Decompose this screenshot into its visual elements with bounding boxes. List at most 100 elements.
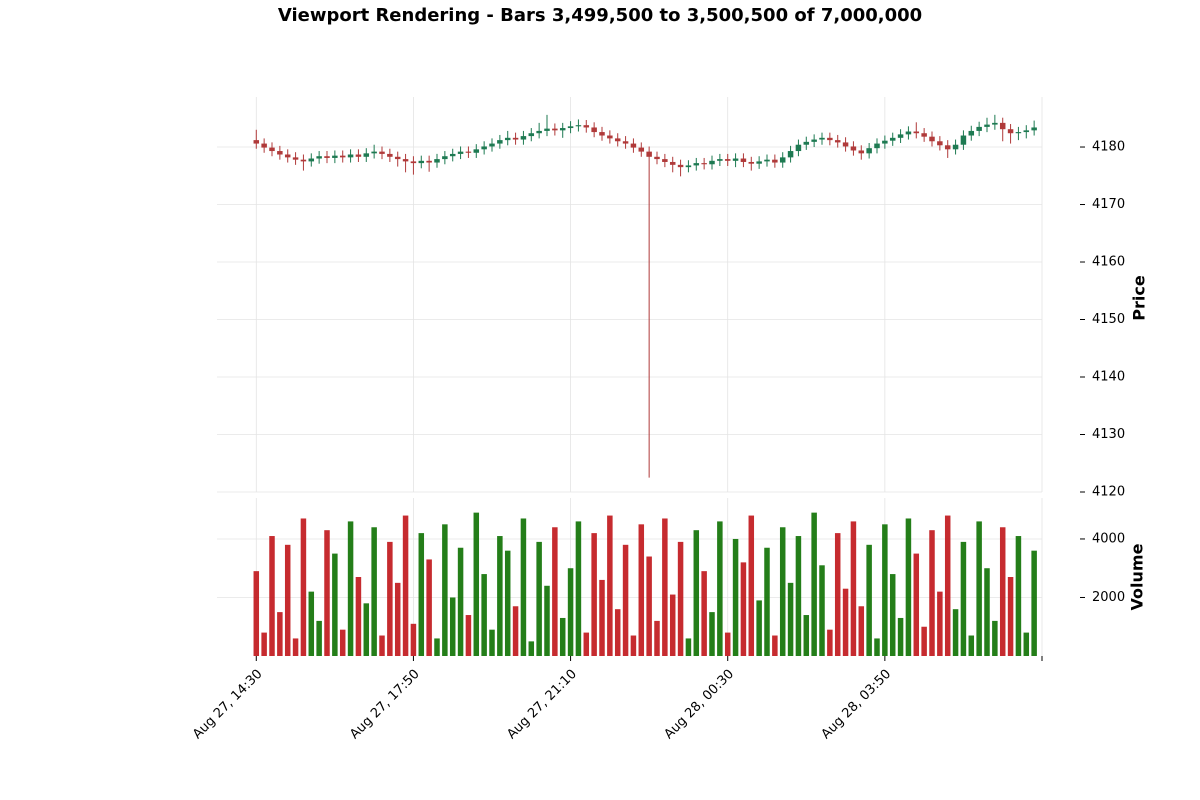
volume-bar	[575, 521, 582, 656]
candle-body	[284, 154, 291, 158]
candle-body	[591, 127, 597, 133]
volume-bar	[536, 541, 542, 656]
volume-bar	[662, 518, 668, 656]
volume-bar	[779, 527, 786, 656]
candle-body	[559, 128, 566, 131]
volume-bar	[992, 620, 998, 656]
volume-bar	[764, 547, 770, 656]
candle-body	[937, 141, 943, 146]
volume-bar	[937, 591, 943, 656]
volume-bar	[269, 536, 275, 656]
volume-bar	[316, 620, 322, 656]
candle-body	[253, 140, 260, 144]
volume-bar	[834, 533, 841, 656]
candle-body	[764, 159, 770, 162]
candle-body	[355, 154, 362, 157]
volume-bar	[952, 609, 959, 656]
volume-bar	[402, 515, 409, 656]
volume-bar	[960, 541, 967, 656]
volume-bar	[850, 521, 857, 656]
candle-body	[803, 141, 810, 145]
volume-bar	[300, 518, 307, 656]
candle-body	[630, 143, 637, 148]
volume-bar	[410, 623, 417, 656]
candle-body	[646, 151, 652, 157]
volume-bar	[905, 518, 912, 656]
candle-body	[473, 149, 480, 153]
candle-body	[599, 132, 605, 136]
candle-body	[442, 156, 448, 160]
x-tick-label: Aug 27, 17:50	[347, 667, 423, 743]
candle-body	[394, 156, 401, 160]
volume-bar	[685, 638, 692, 656]
candle-body	[622, 141, 629, 144]
volume-bar	[339, 629, 346, 656]
y-tick-label: 4130	[1092, 427, 1125, 442]
candle-body	[300, 159, 307, 162]
candle-body	[897, 134, 904, 138]
candle-body	[976, 126, 982, 131]
candle-body	[512, 137, 519, 140]
candle-body	[732, 158, 739, 161]
volume-bar	[607, 515, 613, 656]
volume-bar	[449, 597, 456, 656]
y-tick-label: 4160	[1092, 255, 1125, 270]
candle-body	[717, 159, 723, 161]
x-tick-label: Aug 27, 14:30	[190, 667, 266, 743]
candle-body	[882, 140, 888, 144]
candle-body	[316, 156, 322, 159]
volume-bar	[756, 600, 762, 656]
candle-body	[324, 156, 330, 158]
volume-bar	[497, 536, 503, 656]
candle-body	[748, 161, 755, 164]
volume-bar	[292, 638, 299, 656]
volume-bar	[693, 530, 700, 656]
candle-body	[434, 159, 440, 163]
candle-body	[269, 147, 275, 152]
candle-body	[787, 151, 794, 158]
candle-body	[709, 160, 715, 165]
volume-bar	[795, 536, 802, 656]
volume-bar	[434, 638, 440, 656]
volume-bar	[308, 591, 315, 656]
volume-bar	[717, 521, 723, 656]
volume-bar	[929, 530, 935, 656]
volume-bar	[858, 606, 865, 656]
candle-body	[614, 138, 621, 142]
candle-body	[850, 146, 857, 151]
candle-body	[261, 143, 267, 148]
volume-bar	[944, 515, 951, 656]
volume-bar	[426, 559, 432, 656]
candle-body	[371, 151, 377, 154]
y-tick-label: 4120	[1092, 485, 1125, 500]
volume-bar	[897, 617, 904, 656]
candle-body	[874, 143, 880, 149]
candle-body	[999, 122, 1006, 130]
volume-bar	[253, 571, 260, 656]
candle-body	[889, 137, 896, 141]
volume-bar	[394, 582, 401, 656]
volume-bar	[968, 635, 975, 656]
candle-body	[410, 161, 417, 164]
volume-bar	[803, 615, 810, 656]
candle-body	[662, 159, 668, 162]
candle-body	[583, 125, 590, 128]
candle-body	[1031, 127, 1037, 131]
volume-bar	[842, 588, 849, 656]
candle-body	[779, 157, 786, 163]
volume-bar	[732, 538, 739, 656]
candle-body	[449, 153, 456, 157]
volume-bar	[709, 612, 715, 656]
volume-bar	[724, 632, 731, 656]
candle-body	[575, 125, 582, 127]
volume-bar	[1023, 632, 1030, 656]
volume-bar	[442, 524, 448, 656]
volume-bar	[999, 527, 1006, 656]
candle-body	[811, 139, 817, 142]
candle-body	[497, 140, 503, 144]
volume-bar	[669, 594, 676, 656]
candle-body	[277, 151, 283, 155]
candle-body	[418, 160, 425, 164]
candle-body	[701, 163, 707, 165]
